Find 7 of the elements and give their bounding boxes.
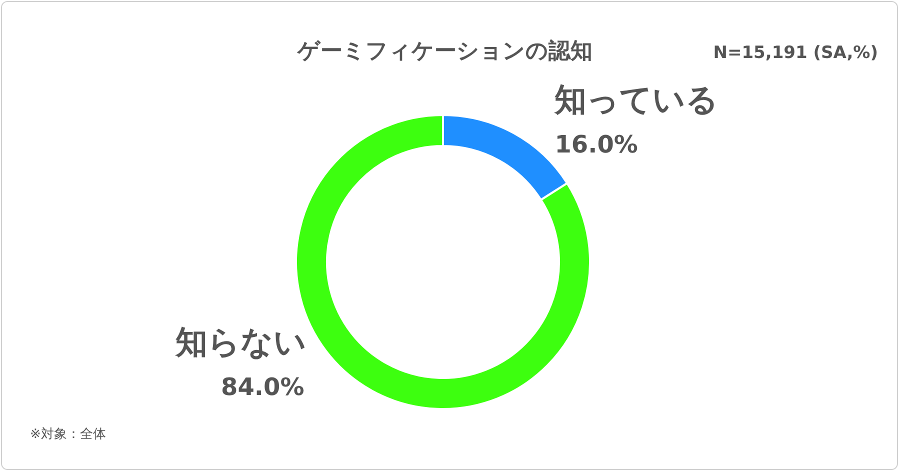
data-label: 16.0%	[554, 130, 638, 159]
slice-label: 知っている	[554, 80, 719, 119]
text: ※対象：全体	[30, 426, 106, 442]
chart-title: ゲーミフィケーションの認知	[296, 39, 592, 64]
data-label: 84.0%	[221, 373, 304, 402]
slice-label: 知らない	[174, 323, 306, 362]
text: N=15,191 (SA,%)	[713, 43, 878, 63]
